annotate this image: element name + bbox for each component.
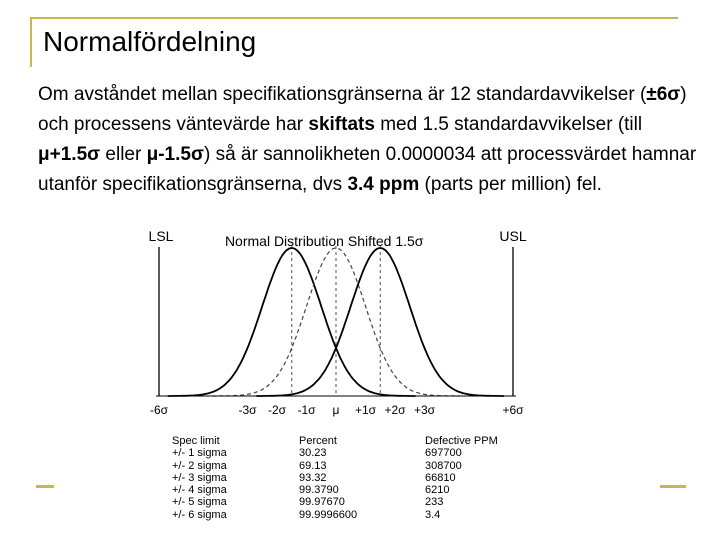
table-row-3-cell-1: 99.3790 (299, 484, 339, 497)
table-row-2-cell-1: 93.32 (299, 471, 327, 484)
table-row-1-cell-0: +/- 2 sigma (172, 459, 227, 472)
table-row-5-cell-0: +/- 6 sigma (172, 508, 227, 521)
xtick-label-7: +3σ (414, 403, 436, 417)
xtick-label-8: +6σ (502, 403, 524, 417)
accent-line-right (660, 485, 686, 488)
body-paragraph: Om avståndet mellan specifikationsgränse… (38, 80, 698, 200)
para-text-9: ) så är sannolikheten 0.0000034 att proc… (38, 144, 697, 195)
xtick-label-6: +2σ (384, 403, 406, 417)
table-row-4-cell-0: +/- 5 sigma (172, 496, 227, 509)
para-text-1: Om avståndet mellan specifikationsgränse… (38, 84, 647, 105)
usl-label: USL (499, 228, 526, 244)
para-text-5: med 1.5 standardavvikelser (till (374, 114, 643, 135)
para-text-7: eller (100, 144, 147, 165)
xtick-label-1: -3σ (238, 403, 257, 417)
table-header-cell-1: Percent (299, 435, 337, 447)
para-text-3: ) och processens väntevärde har (38, 84, 687, 135)
table-row-4-cell-1: 99.97670 (299, 496, 345, 509)
curve-series-0 (167, 247, 416, 397)
para-ppm: 3.4 ppm (347, 174, 420, 195)
title-frame-left (30, 17, 32, 67)
table-row-2-cell-0: +/- 3 sigma (172, 471, 227, 484)
table-row-4-cell-2: 233 (425, 496, 444, 509)
xtick-label-2: -2σ (268, 403, 287, 417)
curve-series-2 (256, 247, 505, 397)
curve-series-1 (212, 247, 460, 397)
accent-line-left (36, 485, 54, 488)
para-mu-minus: μ-1.5σ (146, 144, 204, 165)
table-row-1-cell-1: 69.13 (299, 459, 327, 472)
table-row-2-cell-2: 66810 (425, 471, 456, 484)
para-mu-plus: μ+1.5σ (38, 144, 101, 165)
para-skiftats: skiftats (308, 114, 375, 135)
xtick-label-5: +1σ (355, 403, 377, 417)
title-frame-top (30, 17, 678, 19)
table-row-3-cell-0: +/- 4 sigma (172, 484, 227, 497)
table-header-cell-2: Defective PPM (425, 435, 498, 447)
table-row-5-cell-2: 3.4 (425, 508, 441, 521)
slide-title: Normalfördelning (43, 26, 257, 57)
table-row-1-cell-2: 308700 (425, 459, 462, 472)
chart-title: Normal Distribution Shifted 1.5σ (225, 233, 424, 249)
para-pm6sigma: ±6σ (646, 84, 681, 105)
table-row-0-cell-2: 697700 (425, 447, 462, 460)
table-row-0-cell-0: +/- 1 sigma (172, 447, 227, 460)
xtick-label-4: μ (333, 403, 340, 417)
table-row-5-cell-1: 99.9996600 (299, 508, 358, 521)
table-row-0-cell-1: 30.23 (299, 447, 327, 460)
xtick-label-3: -1σ (297, 403, 316, 417)
table-header-cell-0: Spec limit (172, 435, 220, 447)
lsl-label: LSL (149, 228, 174, 244)
table-row-3-cell-2: 6210 (425, 484, 450, 497)
para-text-11: (parts per million) fel. (419, 174, 602, 195)
xtick-label-0: -6σ (150, 403, 169, 417)
